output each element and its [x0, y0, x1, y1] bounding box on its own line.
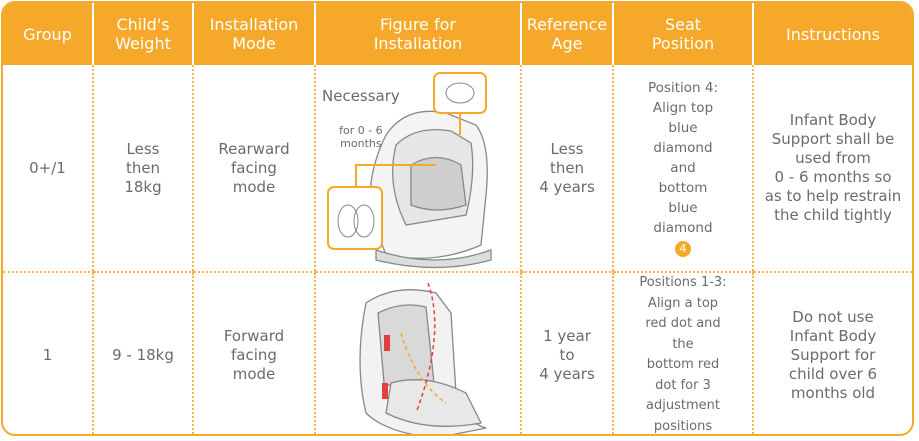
figure: Necessary for 0 - 6 months: [314, 65, 521, 273]
rear-seat-illustration: [327, 72, 492, 269]
age: 1 year to 4 years: [520, 272, 613, 434]
group: 0+/1: [3, 65, 93, 273]
forward-seat-illustration: [359, 282, 487, 434]
header-cell: Child's Weight: [92, 3, 193, 65]
header-cell: Figure for Installation: [314, 3, 521, 65]
figure: [314, 272, 521, 434]
header-cell: Reference Age: [520, 3, 613, 65]
header-cell: Installation Mode: [192, 3, 315, 65]
header-cell: Instructions: [752, 3, 912, 65]
header-cell: Seat Position: [612, 3, 753, 65]
weight: Less then 18kg: [92, 65, 193, 273]
position: Positions 1-3: Align a top red dot and t…: [612, 272, 753, 434]
table-frame: Group Child's Weight Installation Mode F…: [1, 1, 914, 436]
group: 1: [42, 345, 53, 364]
weight: 9 - 18kg: [92, 272, 193, 434]
header-row: Group Child's Weight Installation Mode F…: [3, 3, 912, 65]
age: Less then 4 years: [520, 65, 613, 273]
row: 0+/1 Less then 18kg Rearward facing mode…: [3, 65, 912, 273]
note: Necessary for 0 - 6 months: [322, 69, 400, 169]
figure-box: [316, 273, 520, 434]
instructions: Do not use Infant Body Support for child…: [752, 272, 912, 434]
table: Group Child's Weight Installation Mode F…: [3, 3, 912, 434]
position: Position 4: Align top blue diamond and b…: [648, 80, 718, 236]
header-cell: Group: [3, 3, 93, 65]
row: 1 9 - 18kg Forward facing mode 1 year to…: [3, 272, 912, 434]
position-badge: 4: [675, 241, 691, 257]
position-cell: Position 4: Align top blue diamond and b…: [612, 65, 753, 273]
instructions: Infant Body Support shall be used from 0…: [752, 65, 912, 273]
note-title: Necessary: [322, 87, 400, 105]
mode: Rearward facing mode: [192, 65, 315, 273]
note-detail: for 0 - 6 months: [339, 124, 383, 150]
figure-box: Necessary for 0 - 6 months: [316, 65, 520, 271]
mode: Forward facing mode: [192, 272, 315, 434]
